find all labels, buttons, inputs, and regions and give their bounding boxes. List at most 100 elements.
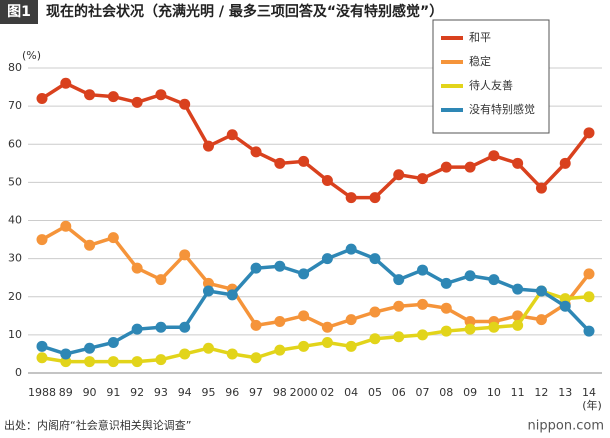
source: 出处：内阁府“社会意识相关舆论调查” — [4, 418, 191, 432]
x-tick-label: 08 — [439, 386, 453, 399]
y-tick-label: 50 — [8, 175, 22, 188]
data-point — [512, 319, 524, 331]
data-point — [321, 253, 333, 265]
x-tick-label: 97 — [249, 386, 263, 399]
data-point — [179, 249, 191, 261]
x-tick-label: 98 — [273, 386, 287, 399]
x-tick-label: 1988 — [28, 386, 56, 399]
data-point — [369, 333, 381, 345]
x-tick-label: 02 — [320, 386, 334, 399]
data-point — [84, 342, 96, 354]
data-point — [393, 300, 405, 312]
data-point — [202, 285, 214, 297]
data-point — [559, 157, 571, 169]
x-tick-label: 89 — [59, 386, 73, 399]
data-point — [226, 348, 238, 360]
data-point — [417, 298, 429, 310]
data-point — [369, 306, 381, 318]
data-point — [179, 348, 191, 360]
data-point — [369, 192, 381, 204]
data-point — [464, 161, 476, 173]
x-tick-label: 07 — [416, 386, 430, 399]
x-unit: (年) — [582, 398, 602, 412]
badge-bg — [0, 0, 38, 24]
y-tick-label: 60 — [8, 137, 22, 150]
data-point — [512, 283, 524, 295]
data-point — [155, 354, 167, 366]
data-point — [250, 319, 262, 331]
data-point — [274, 316, 286, 328]
x-tick-label: 2000 — [290, 386, 318, 399]
y-unit: (%) — [22, 49, 41, 62]
data-point — [464, 270, 476, 282]
data-point — [36, 340, 48, 352]
data-point — [274, 157, 286, 169]
x-tick-label: 05 — [368, 386, 382, 399]
x-tick-label: 96 — [225, 386, 239, 399]
data-point — [488, 150, 500, 162]
data-point — [583, 291, 595, 303]
data-point — [559, 293, 571, 305]
data-point — [250, 146, 262, 158]
data-point — [226, 129, 238, 141]
data-point — [131, 323, 143, 335]
data-point — [60, 220, 72, 232]
data-point — [298, 340, 310, 352]
data-point — [155, 89, 167, 101]
x-tick-label: 12 — [534, 386, 548, 399]
x-tick-label: 14 — [582, 386, 596, 399]
data-point — [60, 348, 72, 360]
series-line — [41, 224, 591, 330]
data-point — [298, 268, 310, 280]
data-point — [36, 93, 48, 104]
data-point — [583, 268, 595, 280]
data-point — [512, 157, 524, 169]
x-tick-label: 94 — [178, 386, 192, 399]
x-tick-label: 04 — [344, 386, 358, 399]
data-point — [417, 173, 429, 185]
data-point — [583, 325, 595, 337]
y-tick-label: 70 — [8, 99, 22, 112]
x-tick-label: 09 — [463, 386, 477, 399]
figure-label: 图1 — [7, 4, 31, 20]
data-point — [250, 262, 262, 274]
data-point — [488, 274, 500, 286]
data-point — [535, 285, 547, 297]
data-point — [84, 89, 96, 101]
data-point — [131, 96, 143, 108]
data-point — [179, 98, 191, 110]
data-point — [226, 289, 238, 301]
x-tick-label: 93 — [154, 386, 168, 399]
data-point — [107, 91, 119, 103]
data-point — [155, 274, 167, 286]
data-point — [535, 314, 547, 326]
x-tick-label: 90 — [83, 386, 97, 399]
data-point — [202, 140, 214, 152]
data-point — [107, 337, 119, 348]
data-point — [36, 352, 48, 364]
data-point — [321, 174, 333, 186]
logo: nippon.com — [528, 419, 604, 434]
data-point — [440, 277, 452, 289]
data-point — [345, 192, 357, 204]
data-point — [298, 155, 310, 167]
x-tick-label: 10 — [487, 386, 501, 399]
x-tick-label: 11 — [511, 386, 525, 399]
data-point — [107, 232, 119, 244]
chart-title: 现在的社会状况（充满光明 / 最多三项回答及“没有特别感觉”） — [46, 3, 443, 20]
data-point — [179, 321, 191, 333]
data-point — [535, 182, 547, 194]
data-point — [440, 302, 452, 314]
data-point — [107, 356, 119, 368]
data-point — [440, 325, 452, 337]
legend-label: 稳定 — [469, 54, 491, 68]
data-point — [417, 264, 429, 276]
x-tick-label: 91 — [106, 386, 120, 399]
legend-label: 和平 — [469, 31, 491, 44]
data-point — [298, 310, 310, 322]
data-point — [321, 337, 333, 348]
data-point — [60, 77, 72, 89]
legend-label: 没有特别感觉 — [469, 102, 535, 116]
data-point — [131, 262, 143, 274]
